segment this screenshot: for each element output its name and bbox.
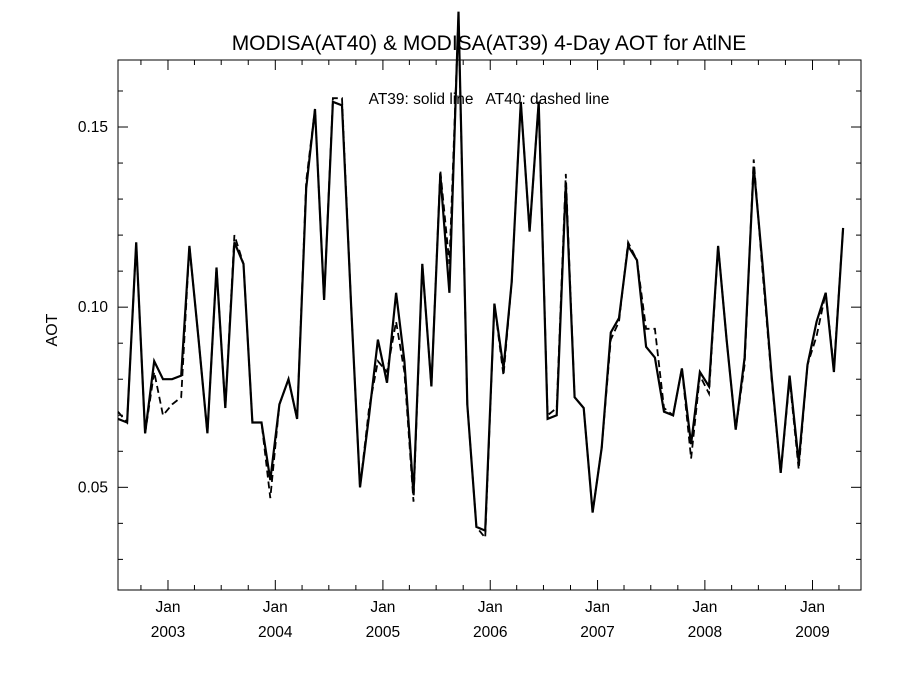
x-tick-month-label: Jan — [692, 599, 717, 616]
x-tick-year-label: 2003 — [151, 624, 185, 641]
series-line-dashed — [117, 15, 844, 541]
x-tick-year-label: 2006 — [473, 624, 507, 641]
y-tick-label: 0.05 — [78, 479, 108, 496]
legend-annotation: AT39: solid line AT40: dashed line — [369, 91, 610, 108]
series-line-solid — [117, 11, 845, 533]
x-tick-year-label: 2008 — [688, 624, 722, 641]
x-tick-month-label: Jan — [370, 599, 395, 616]
data-series — [117, 11, 845, 541]
y-tick-label: 0.15 — [78, 119, 108, 136]
x-tick-month-label: Jan — [263, 599, 288, 616]
chart-title: MODISA(AT40) & MODISA(AT39) 4-Day AOT fo… — [232, 32, 747, 55]
x-tick-year-label: 2005 — [366, 624, 400, 641]
y-axis-label: AOT — [44, 313, 61, 346]
x-tick-month-label: Jan — [585, 599, 610, 616]
x-tick-month-label: Jan — [478, 599, 503, 616]
plot-frame — [117, 59, 862, 591]
x-tick-month-label: Jan — [800, 599, 825, 616]
x-tick-month-label: Jan — [155, 599, 180, 616]
y-tick-label: 0.10 — [78, 299, 109, 316]
x-tick-year-label: 2009 — [795, 624, 829, 641]
x-tick-year-label: 2007 — [580, 624, 614, 641]
axis-ticks: 0.05 0.10 0.15 Jan 2003 Jan 2004 Jan 2005 Jan 2006… — [78, 60, 861, 641]
x-tick-year-label: 2004 — [258, 624, 293, 641]
